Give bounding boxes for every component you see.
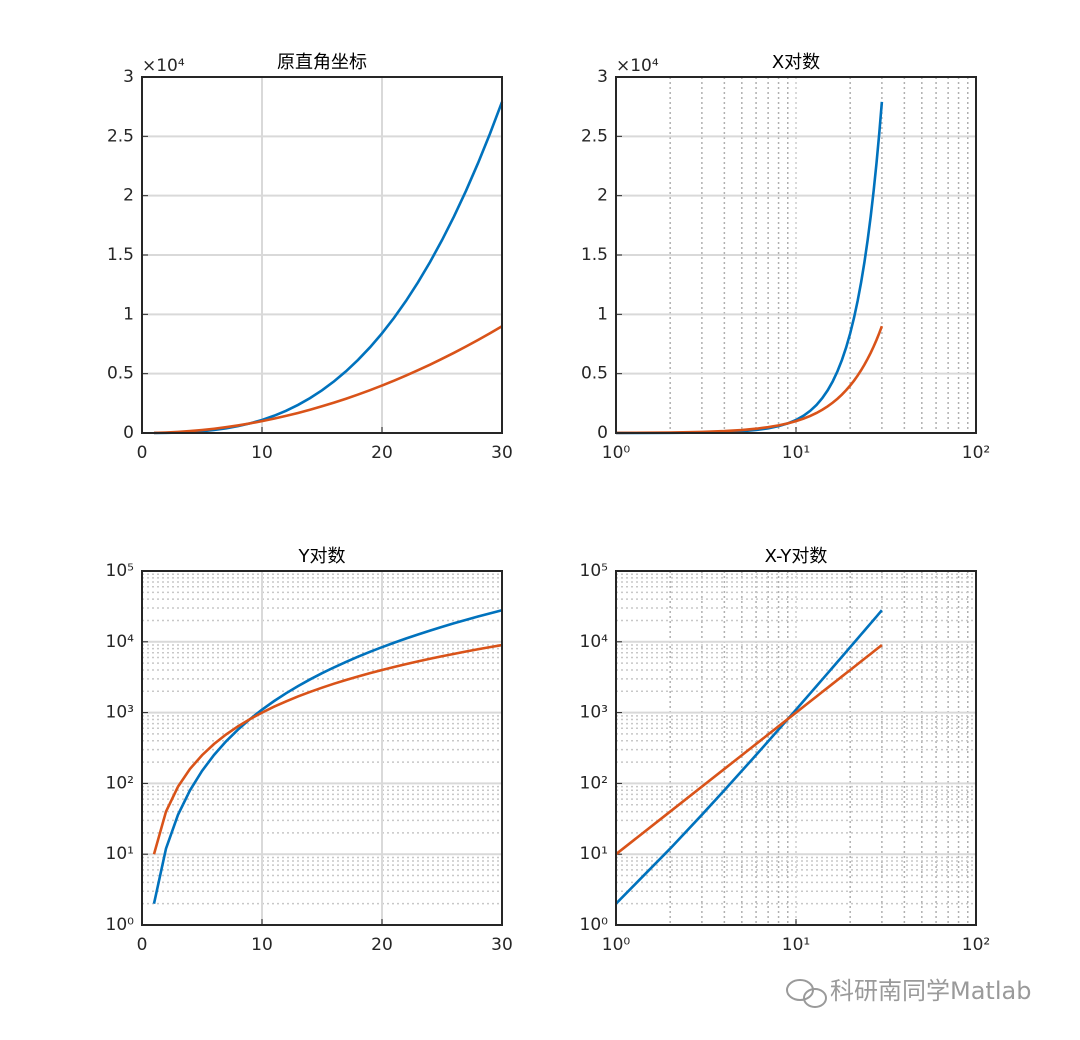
x-tick-label: 0: [137, 443, 148, 463]
x-tick-label: 0: [137, 935, 148, 955]
watermark: 科研南同学Matlab: [830, 977, 1031, 1005]
y-tick-label: 2: [597, 186, 608, 206]
line-series: [153, 325, 503, 435]
chart-title: X对数: [772, 52, 820, 73]
x-tick-label: 10¹: [782, 935, 810, 955]
axes-box: [615, 570, 977, 926]
y-tick-label: 10²: [580, 773, 608, 793]
y-tick-label: 10²: [106, 773, 134, 793]
subplot: 10⁰ 10¹ 10² 0 0.5 1 1.5 2 2.5 3 X对数 ×10⁴: [581, 52, 990, 463]
x-tick-label: 10²: [962, 443, 990, 463]
y-tick-label: 0: [123, 423, 134, 443]
y-tick-label: 1.5: [581, 245, 608, 265]
line-series: [152, 643, 503, 855]
y-tick-label: 1: [123, 304, 134, 324]
y-tick-label: 0.5: [581, 364, 608, 384]
x-tick-label: 10⁰: [602, 935, 631, 955]
axes-box: [141, 76, 503, 434]
y-tick-label: 10⁰: [106, 915, 135, 935]
y-tick-label: 3: [123, 67, 134, 87]
y-tick-label: 1: [597, 304, 608, 324]
y-tick-label: 2: [123, 186, 134, 206]
y-tick-label: 10³: [106, 703, 134, 723]
chart-title: Y对数: [298, 546, 346, 567]
chart-title: 原直角坐标: [277, 52, 367, 73]
x-tick-label: 20: [371, 935, 393, 955]
axes-box: [615, 76, 977, 434]
subplot: 0 10 20 30 0 0.5 1 1.5 2 2.5 3 原直角坐标 ×10⁴: [107, 52, 513, 463]
y-offset-label: ×10⁴: [142, 56, 185, 76]
y-tick-label: 0.5: [107, 364, 134, 384]
x-tick-label: 10²: [962, 935, 990, 955]
line-series: [615, 609, 883, 905]
subplot: 10⁰ 10¹ 10² 10⁰ 10¹ 10² 10³ 10⁴ 10⁵ X-Y对数: [580, 546, 991, 955]
x-tick-label: 10: [251, 935, 273, 955]
y-tick-label: 10⁴: [580, 632, 609, 652]
line-series: [615, 644, 883, 856]
x-tick-label: 30: [491, 443, 513, 463]
y-tick-label: 2.5: [581, 126, 608, 146]
x-tick-label: 10¹: [782, 443, 810, 463]
line-series: [152, 608, 503, 904]
y-tick-label: 10¹: [106, 844, 134, 864]
watermark-icon: [786, 979, 827, 1008]
axes-box: [141, 570, 503, 926]
y-tick-label: 1.5: [107, 245, 134, 265]
y-tick-label: 0: [597, 423, 608, 443]
x-tick-label: 30: [491, 935, 513, 955]
y-tick-label: 10⁰: [580, 915, 609, 935]
y-offset-label: ×10⁴: [616, 56, 659, 76]
y-tick-label: 2.5: [107, 126, 134, 146]
x-tick-label: 20: [371, 443, 393, 463]
chart-title: X-Y对数: [765, 546, 828, 567]
y-tick-label: 10⁴: [106, 632, 135, 652]
y-tick-label: 3: [597, 67, 608, 87]
x-tick-label: 10: [251, 443, 273, 463]
subplot: 0 10 20 30 10⁰ 10¹ 10² 10³ 10⁴ 10⁵ Y对数: [106, 546, 513, 955]
y-tick-label: 10⁵: [106, 561, 134, 581]
line-series: [615, 325, 884, 435]
x-tick-label: 10⁰: [602, 443, 631, 463]
y-tick-label: 10³: [580, 703, 608, 723]
y-tick-label: 10⁵: [580, 561, 608, 581]
y-tick-label: 10¹: [580, 844, 608, 864]
